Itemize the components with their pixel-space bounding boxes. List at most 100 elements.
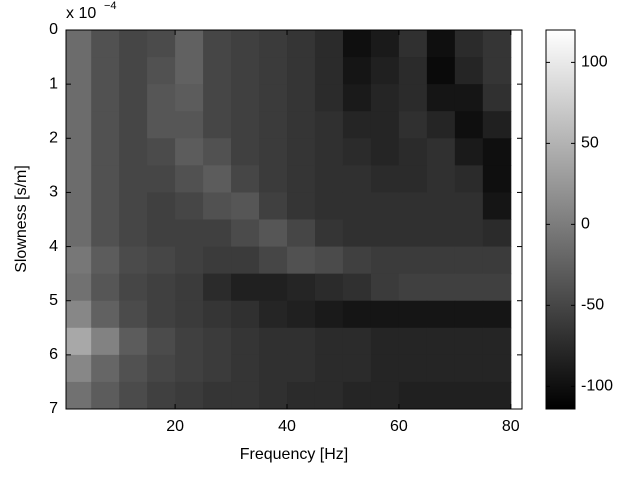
heatmap-cell	[370, 327, 400, 356]
heatmap-cell	[342, 273, 372, 302]
heatmap-cell	[287, 300, 316, 329]
heatmap-cell	[287, 273, 316, 302]
heatmap-cell	[314, 300, 344, 329]
heatmap-cell	[231, 111, 260, 139]
heatmap-cell	[66, 246, 92, 275]
heatmap-cell	[426, 138, 456, 166]
heatmap-cell	[370, 138, 400, 166]
heatmap-cell	[454, 246, 484, 275]
heatmap-cell	[66, 219, 92, 248]
heatmap-cell	[342, 381, 372, 409]
heatmap-cell	[398, 192, 428, 220]
heatmap-cell	[91, 300, 120, 329]
heatmap-cell	[175, 246, 204, 275]
heatmap-cell	[91, 30, 120, 58]
heatmap-cell	[342, 165, 372, 193]
heatmap-cell	[147, 30, 176, 58]
heatmap-cell	[231, 165, 260, 193]
heatmap-cell	[147, 381, 176, 409]
heatmap-cell	[175, 84, 204, 112]
heatmap-cell	[231, 30, 260, 58]
heatmap-cell	[147, 354, 176, 383]
heatmap-cell	[370, 192, 400, 220]
heatmap-cell	[66, 273, 92, 302]
heatmap-cell	[370, 273, 400, 302]
heatmap-cell	[370, 354, 400, 383]
heatmap-cell	[287, 84, 316, 112]
heatmap-cell	[231, 381, 260, 409]
heatmap-cell	[203, 246, 232, 275]
heatmap-cell	[259, 273, 288, 302]
heatmap-cell	[231, 57, 260, 85]
heatmap-cell	[398, 30, 428, 58]
y-tick-label: 6	[49, 346, 58, 363]
heatmap-cell	[175, 273, 204, 302]
heatmap-cell	[119, 219, 148, 248]
heatmap-cell	[482, 138, 512, 166]
heatmap-cell	[287, 165, 316, 193]
heatmap-cell	[370, 30, 400, 58]
heatmap-cell	[314, 327, 344, 356]
heatmap-cell	[398, 300, 428, 329]
heatmap-cell	[203, 219, 232, 248]
heatmap-cell	[147, 300, 176, 329]
heatmap-cell	[147, 84, 176, 112]
heatmap-cell	[259, 192, 288, 220]
heatmap-cell	[119, 273, 148, 302]
heatmap-cell	[91, 192, 120, 220]
heatmap-cell	[119, 192, 148, 220]
heatmap-cell	[91, 165, 120, 193]
heatmap-cell	[398, 327, 428, 356]
heatmap-cell	[482, 300, 512, 329]
heatmap-cell	[231, 300, 260, 329]
heatmap-cell	[314, 273, 344, 302]
x-tick-label: 40	[278, 418, 296, 435]
heatmap-cell	[91, 84, 120, 112]
heatmap-cell	[231, 246, 260, 275]
heatmap-cell	[426, 327, 456, 356]
heatmap-cell	[203, 381, 232, 409]
heatmap-cell	[175, 300, 204, 329]
y-tick-label: 0	[49, 21, 58, 38]
y-tick-label: 7	[49, 400, 58, 417]
x-tick-label: 80	[502, 418, 520, 435]
heatmap-cell	[426, 381, 456, 409]
y-tick-label: 3	[49, 184, 58, 201]
heatmap-cell	[426, 273, 456, 302]
heatmap-cell	[231, 138, 260, 166]
heatmap-cell	[342, 327, 372, 356]
heatmap-cell	[147, 219, 176, 248]
heatmap-cell	[370, 111, 400, 139]
heatmap-cell	[203, 165, 232, 193]
heatmap-cell	[259, 165, 288, 193]
heatmap-cell	[91, 381, 120, 409]
heatmap-cell	[259, 246, 288, 275]
heatmap-cell	[342, 219, 372, 248]
heatmap-cell	[91, 273, 120, 302]
heatmap-cell	[175, 57, 204, 85]
heatmap-cell	[287, 30, 316, 58]
y-tick-label: 2	[49, 130, 58, 147]
heatmap-cell	[175, 219, 204, 248]
heatmap-cell	[66, 111, 92, 139]
heatmap-cell	[482, 57, 512, 85]
heatmap-cell	[482, 30, 512, 58]
colorbar-tick-label: -100	[581, 378, 613, 395]
heatmap-cell	[314, 192, 344, 220]
heatmap-cell	[314, 138, 344, 166]
heatmap-cell	[287, 327, 316, 356]
heatmap-cell	[259, 57, 288, 85]
heatmap-cell	[426, 354, 456, 383]
heatmap-cell	[66, 30, 92, 58]
heatmap-cell	[66, 165, 92, 193]
heatmap-cell	[259, 381, 288, 409]
heatmap-cell	[398, 219, 428, 248]
heatmap-cell	[259, 111, 288, 139]
heatmap-cell	[426, 165, 456, 193]
heatmap-cell	[454, 354, 484, 383]
heatmap-cell	[91, 219, 120, 248]
y-tick-label: 4	[49, 238, 58, 255]
heatmap-cell	[342, 111, 372, 139]
heatmap-cell	[370, 165, 400, 193]
